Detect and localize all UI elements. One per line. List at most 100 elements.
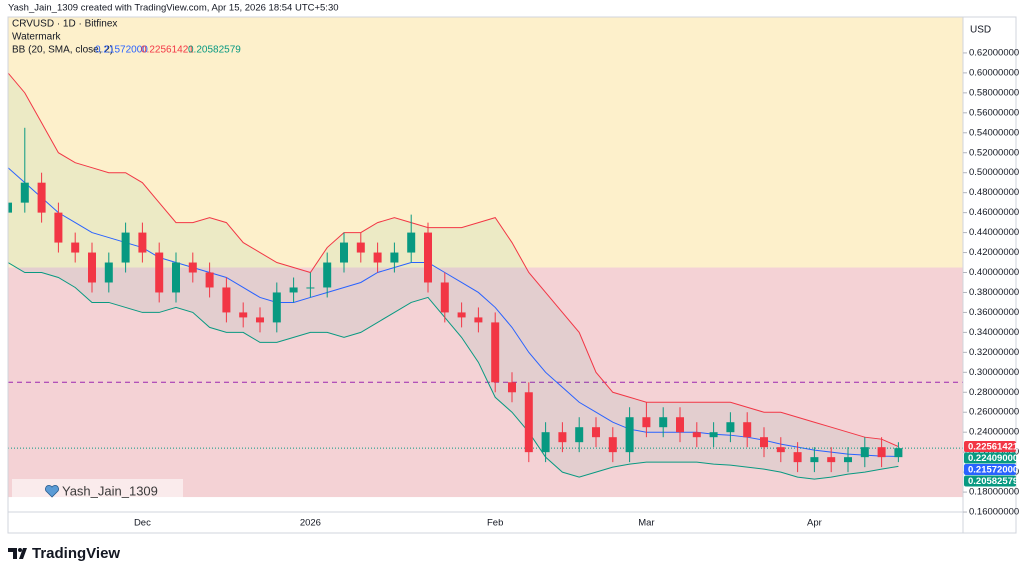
y-tick-label: 0.22000000 <box>969 447 1019 458</box>
candle-body <box>37 182 46 213</box>
candle-body <box>20 182 29 203</box>
price-tag-bg <box>964 464 1016 476</box>
price-tag: 0.21572000 <box>964 464 1018 476</box>
y-tick-label: 0.50000000 <box>969 167 1019 178</box>
candle-body <box>793 452 802 463</box>
band-line <box>8 262 899 480</box>
candle-body <box>474 317 483 323</box>
candle-body <box>491 322 500 383</box>
logo-text: TradingView <box>32 545 120 562</box>
x-tick-label: Apr <box>807 518 822 529</box>
logo-mark <box>8 548 27 559</box>
plot-area <box>8 17 963 498</box>
candle-body <box>407 232 416 253</box>
candle-body <box>88 252 96 283</box>
candle-body <box>205 272 214 288</box>
legend-value: 0.21572000 <box>95 45 148 56</box>
candle-body <box>373 252 382 263</box>
candle-body <box>844 457 852 463</box>
candle-body <box>776 447 785 453</box>
candle-body <box>256 317 264 323</box>
candle-body <box>71 242 80 253</box>
y-tick-label: 0.26000000 <box>969 407 1019 418</box>
candle-body <box>306 287 315 289</box>
price-tag: 0.22561421 <box>964 441 1019 453</box>
candle-body <box>625 417 634 453</box>
price-tag-label: 0.21572000 <box>968 465 1018 476</box>
price-tag-label: 0.22561421 <box>968 442 1019 453</box>
y-tick-label: 0.54000000 <box>969 127 1019 138</box>
band-fill <box>8 72 899 480</box>
candle-body <box>138 232 147 253</box>
candle-body <box>188 262 197 273</box>
y-tick-label: 0.38000000 <box>969 287 1019 298</box>
candle-body <box>289 287 298 293</box>
currency-label: USD <box>970 25 991 36</box>
price-tag: 0.22409000 <box>964 452 1018 464</box>
candle-body <box>390 252 399 263</box>
y-tick-label: 0.46000000 <box>969 207 1019 218</box>
candle-body <box>8 202 12 213</box>
candle-body <box>239 312 248 318</box>
candle-body <box>743 422 752 438</box>
heart-icon <box>45 485 59 498</box>
legend-value: 0.22561421 <box>141 45 194 56</box>
candle-body <box>592 427 600 438</box>
symbol-title: CRVUSD · 1D · Bitfinex <box>12 19 117 30</box>
candle-body <box>155 252 164 293</box>
zone <box>8 17 963 268</box>
candle-body <box>575 427 584 443</box>
y-tick-label: 0.48000000 <box>969 187 1019 198</box>
candle-body <box>894 448 903 458</box>
x-tick-label: Dec <box>134 518 151 529</box>
y-tick-label: 0.30000000 <box>969 367 1019 378</box>
watermark-box: Yash_Jain_1309 <box>12 479 183 503</box>
y-tick-label: 0.34000000 <box>969 327 1019 338</box>
logo-dot <box>18 548 22 552</box>
candle-body <box>272 292 281 323</box>
candle-body <box>709 432 718 438</box>
candle-body <box>424 232 432 283</box>
y-tick-label: 0.62000000 <box>969 47 1019 58</box>
candle-body <box>54 212 63 243</box>
band-line <box>8 72 899 448</box>
candle-body <box>692 432 701 438</box>
y-tick-label: 0.24000000 <box>969 427 1019 438</box>
y-tick-label: 0.40000000 <box>969 267 1019 278</box>
indicator-label: BB (20, SMA, close, 2) <box>12 45 113 56</box>
x-tick-label: Mar <box>638 518 654 529</box>
y-tick-label: 0.56000000 <box>969 107 1019 118</box>
candle-body <box>222 287 231 313</box>
price-tag-label: 0.22409000 <box>968 453 1018 464</box>
candle-body <box>810 457 819 463</box>
y-tick-label: 0.44000000 <box>969 227 1019 238</box>
candle-body <box>121 232 130 263</box>
watermark-label: Watermark <box>12 32 62 43</box>
x-tick-label: Feb <box>487 518 503 529</box>
candle-body <box>558 432 567 443</box>
credit: Yash_Jain_1309 created with TradingView.… <box>8 3 339 14</box>
price-tag: 0.20582579 <box>964 475 1018 487</box>
price-tag-bg <box>964 441 1016 453</box>
candle-body <box>457 312 466 318</box>
price-tag-bg <box>964 452 1016 464</box>
price-tag-bg <box>964 475 1016 487</box>
candle-body <box>172 262 180 293</box>
y-tick-label: 0.36000000 <box>969 307 1019 318</box>
candle-body <box>676 417 684 433</box>
candle-body <box>104 262 113 283</box>
price-tag-label: 0.20582579 <box>968 476 1018 487</box>
watermark-text: Yash_Jain_1309 <box>62 483 158 498</box>
candle-body <box>541 432 550 453</box>
candle-body <box>877 447 886 458</box>
candle-body <box>524 392 533 453</box>
candle-body <box>340 242 348 263</box>
y-tick-label: 0.28000000 <box>969 387 1019 398</box>
y-tick-label: 0.52000000 <box>969 147 1019 158</box>
candle-body <box>642 417 651 428</box>
candle-body <box>726 422 735 433</box>
candle-body <box>508 382 516 393</box>
y-tick-label: 0.58000000 <box>969 87 1019 98</box>
candle-body <box>323 262 332 288</box>
